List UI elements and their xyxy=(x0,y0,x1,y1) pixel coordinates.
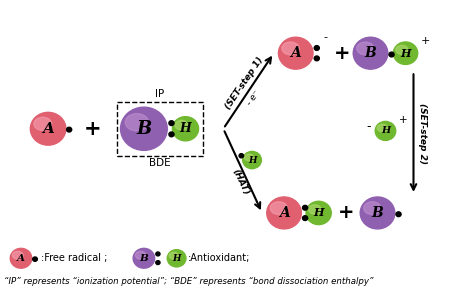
Ellipse shape xyxy=(175,120,188,130)
Ellipse shape xyxy=(267,197,301,229)
Text: -: - xyxy=(367,120,371,133)
Ellipse shape xyxy=(306,201,331,224)
Text: B: B xyxy=(139,254,148,263)
Text: +: + xyxy=(84,119,101,139)
Ellipse shape xyxy=(393,42,418,64)
Text: +: + xyxy=(338,203,355,222)
Ellipse shape xyxy=(243,151,261,169)
Circle shape xyxy=(302,216,308,221)
Circle shape xyxy=(66,127,72,132)
Text: BDE: BDE xyxy=(149,158,171,168)
Ellipse shape xyxy=(12,251,23,259)
Text: (HAT): (HAT) xyxy=(230,167,250,196)
Text: A: A xyxy=(42,122,54,136)
Text: H: H xyxy=(248,156,256,165)
Ellipse shape xyxy=(30,112,66,145)
Ellipse shape xyxy=(360,197,395,229)
Ellipse shape xyxy=(278,37,313,69)
Text: A: A xyxy=(279,206,290,220)
Circle shape xyxy=(389,52,394,57)
Text: H: H xyxy=(313,207,324,218)
Text: B: B xyxy=(372,206,383,220)
Text: +: + xyxy=(399,115,407,125)
Circle shape xyxy=(169,132,174,137)
Ellipse shape xyxy=(375,121,396,140)
Text: +: + xyxy=(421,36,430,46)
Ellipse shape xyxy=(282,42,299,55)
Text: :Antioxidant;: :Antioxidant; xyxy=(188,253,250,263)
Circle shape xyxy=(302,205,308,210)
Ellipse shape xyxy=(133,248,155,268)
Text: (SET-step 1): (SET-step 1) xyxy=(223,56,264,111)
Ellipse shape xyxy=(120,107,167,150)
Text: “IP” represents “ionization potential”; “BDE” represents “bond dissociation enth: “IP” represents “ionization potential”; … xyxy=(4,277,373,286)
Circle shape xyxy=(156,261,160,264)
Text: A: A xyxy=(17,254,25,263)
Text: H: H xyxy=(173,254,181,263)
Circle shape xyxy=(314,56,319,61)
Circle shape xyxy=(314,46,319,50)
Ellipse shape xyxy=(10,248,32,268)
Ellipse shape xyxy=(396,45,408,54)
Ellipse shape xyxy=(169,252,179,259)
Text: IP: IP xyxy=(155,89,164,99)
Text: H: H xyxy=(180,122,191,135)
Ellipse shape xyxy=(135,251,146,259)
Ellipse shape xyxy=(309,205,321,214)
Circle shape xyxy=(33,257,37,261)
Text: B: B xyxy=(365,46,376,60)
Ellipse shape xyxy=(377,124,388,132)
Text: +: + xyxy=(334,44,351,63)
Ellipse shape xyxy=(270,202,288,214)
Text: H: H xyxy=(401,48,411,59)
Ellipse shape xyxy=(173,117,199,141)
Ellipse shape xyxy=(356,42,374,55)
Ellipse shape xyxy=(125,114,148,131)
Text: - e⁻: - e⁻ xyxy=(245,88,262,107)
Circle shape xyxy=(396,212,401,217)
Ellipse shape xyxy=(34,117,52,131)
Ellipse shape xyxy=(167,250,186,267)
Circle shape xyxy=(169,121,174,126)
Text: H: H xyxy=(381,126,390,135)
Text: A: A xyxy=(291,46,301,60)
Text: (SET-step 2): (SET-step 2) xyxy=(419,102,428,163)
Text: B: B xyxy=(136,120,152,138)
Text: -: - xyxy=(323,32,328,42)
Circle shape xyxy=(156,252,160,256)
Ellipse shape xyxy=(364,202,381,214)
Text: :Free radical ;: :Free radical ; xyxy=(41,253,108,263)
Ellipse shape xyxy=(245,154,254,161)
Circle shape xyxy=(239,154,244,158)
Ellipse shape xyxy=(353,37,388,69)
